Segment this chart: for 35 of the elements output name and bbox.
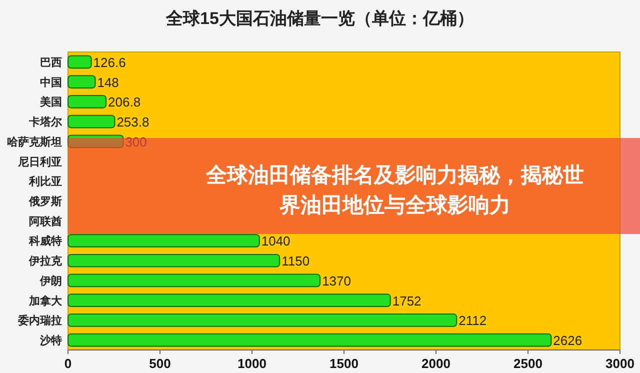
data-label: 2626 <box>553 333 582 348</box>
y-tick-label: 巴西 <box>40 56 62 69</box>
data-label: 148 <box>97 74 119 90</box>
data-label: 1370 <box>322 273 351 288</box>
x-tick-label: 3000 <box>606 356 634 371</box>
x-tick-label: 1000 <box>238 356 266 371</box>
annotation: 全球油田储备排名及影响力揭秘，揭秘世界油田地位与全球影响力 <box>205 164 584 217</box>
y-tick-label: 伊拉克 <box>28 254 63 268</box>
x-tick-label: 2500 <box>514 356 542 371</box>
y-tick-label: 委内瑞拉 <box>17 314 62 328</box>
data-label: 2112 <box>458 313 487 328</box>
data-label: 206.8 <box>108 94 141 110</box>
y-tick-label: 伊朗 <box>39 274 62 288</box>
data-label: 1752 <box>392 293 422 308</box>
x-tick-label: 2000 <box>422 356 450 371</box>
data-label: 253.8 <box>116 114 150 130</box>
y-tick-label: 美国 <box>39 96 62 109</box>
y-tick-label: 哈萨克斯坦 <box>7 135 62 148</box>
y-tick-label: 沙特 <box>39 334 62 348</box>
y-tick-label: 科威特 <box>28 234 62 248</box>
x-tick-label: 1500 <box>330 356 358 371</box>
chart-title: 全球15大国石油储量一览（单位：亿桶） <box>165 9 474 28</box>
y-tick-label: 俄罗斯 <box>28 195 62 208</box>
x-tick-label: 0 <box>64 356 72 371</box>
data-label: 1040 <box>261 234 290 249</box>
y-tick-label: 尼日利亚 <box>17 155 62 168</box>
data-label: 1150 <box>282 254 310 269</box>
y-tick-label: 利比亚 <box>28 175 62 188</box>
x-tick-label: 500 <box>149 356 171 371</box>
data-label: 300 <box>125 134 147 150</box>
y-tick-label: 加拿大 <box>28 294 63 308</box>
y-tick-label: 阿联酋 <box>29 214 62 228</box>
y-tick-label: 中国 <box>40 76 62 89</box>
data-label: 126.6 <box>93 54 126 70</box>
y-tick-label: 卡塔尔 <box>28 116 63 129</box>
